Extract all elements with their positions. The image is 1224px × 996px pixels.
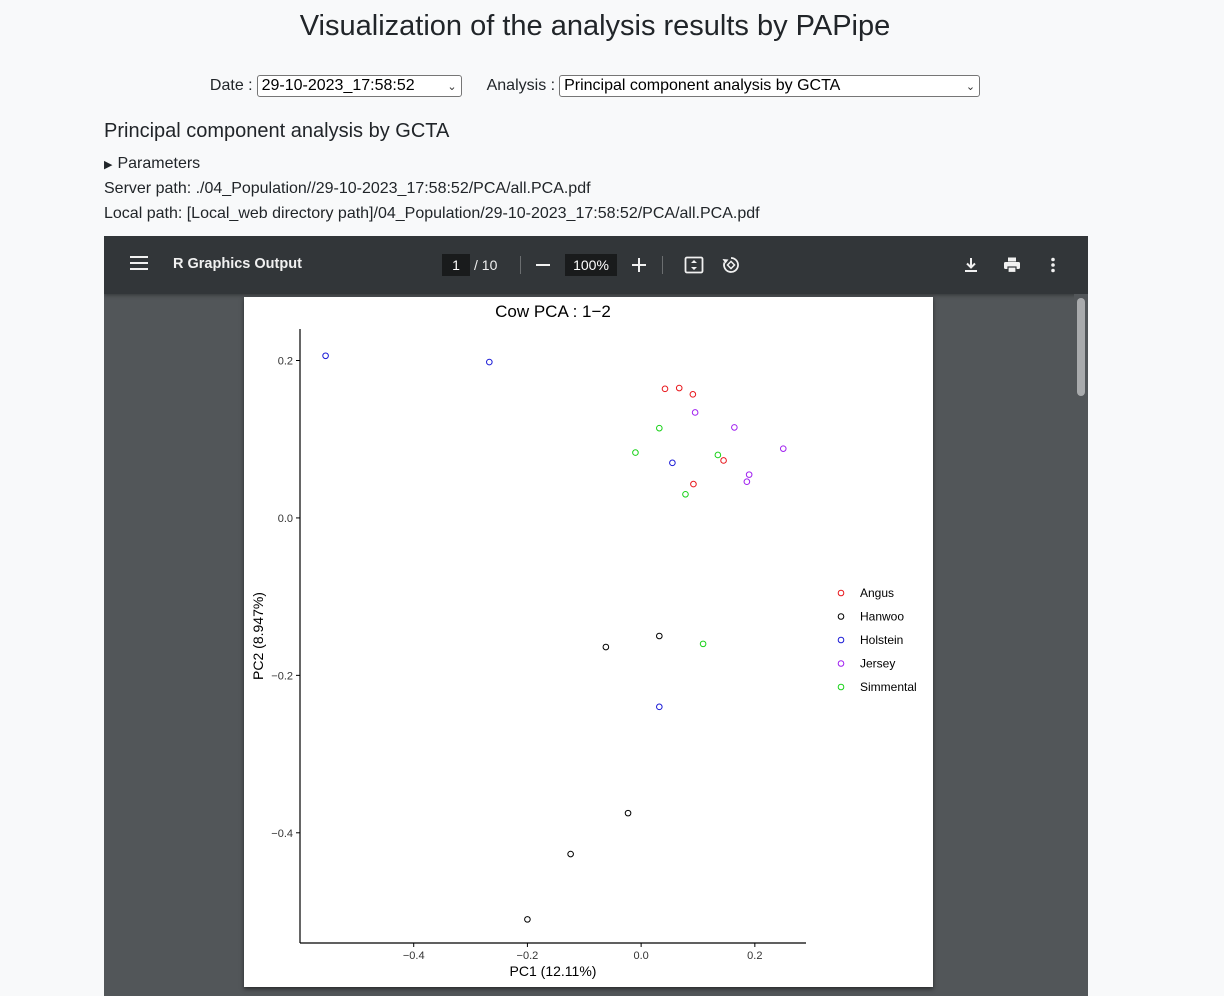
pdf-page: Cow PCA : 1−2 −0.4 −0.2 0.0 0.2 0.2 0.0 −0.2 −0.…: [244, 297, 933, 987]
print-icon[interactable]: [1002, 255, 1022, 275]
legend-label-holstein: Holstein: [860, 633, 903, 647]
data-point-angus: [689, 391, 697, 398]
y-tick-label: 0.2: [278, 355, 293, 367]
legend-marker-hanwoo: [837, 613, 845, 620]
legend-marker-simmental: [837, 683, 845, 691]
server-path: Server path: ./04_Population//29-10-2023…: [104, 180, 591, 197]
local-path: Local path: [Local_web directory path]/0…: [104, 205, 760, 222]
data-point-holstein: [322, 352, 329, 360]
y-axis-label: PC2 (8.947%): [250, 592, 266, 680]
data-point-angus: [661, 385, 669, 393]
pdf-viewer: R Graphics Output 1 / 10 100%: [104, 236, 1088, 996]
y-tick-label: −0.2: [271, 670, 293, 682]
date-label: Date :: [209, 77, 253, 94]
rotate-icon[interactable]: [721, 255, 741, 275]
data-point-simmental: [632, 449, 639, 456]
data-point-holstein: [656, 703, 663, 711]
more-vert-icon[interactable]: [1043, 255, 1063, 275]
pdf-toolbar: R Graphics Output 1 / 10 100%: [104, 236, 1088, 294]
section-title: Principal component analysis by GCTA: [104, 120, 450, 142]
legend-label-jersey: Jersey: [860, 657, 895, 671]
legend-label-hanwoo: Hanwoo: [860, 610, 904, 624]
x-tick-label: 0.0: [633, 950, 648, 962]
chevron-down-icon: ⌄: [965, 80, 976, 93]
data-point-simmental: [699, 640, 707, 648]
analysis-select-value: Principal component analysis by GCTA: [564, 77, 841, 94]
chart-title: Cow PCA : 1−2: [495, 302, 611, 321]
scrollbar-track[interactable]: [1074, 294, 1088, 996]
x-tick-label: 0.2: [747, 950, 762, 962]
pca-scatter-chart: Cow PCA : 1−2 −0.4 −0.2 0.0 0.2 0.2 0.0 −0.2 −0.…: [250, 302, 917, 979]
data-point-hanwoo: [656, 632, 663, 640]
data-point-simmental: [682, 491, 689, 498]
zoom-input[interactable]: 100%: [565, 254, 617, 276]
chevron-down-icon: ⌄: [447, 80, 457, 93]
legend-marker-jersey: [837, 660, 845, 667]
data-point-angus: [690, 480, 697, 488]
triangle-right-icon: ▶: [104, 158, 113, 171]
analysis-label: Analysis :: [486, 77, 556, 94]
x-tick-label: −0.2: [517, 950, 539, 962]
download-icon[interactable]: [961, 255, 981, 275]
legend-label-angus: Angus: [860, 586, 894, 600]
page-title: Visualization of the analysis results by…: [299, 10, 891, 42]
y-tick-label: 0.0: [278, 513, 293, 525]
document-title: R Graphics Output: [173, 256, 302, 272]
legend-label-simmental: Simmental: [860, 680, 917, 694]
data-point-jersey: [743, 478, 751, 486]
data-point-holstein: [486, 358, 493, 366]
data-point-hanwoo: [602, 643, 610, 651]
legend-marker-angus: [837, 589, 845, 597]
x-tick-label: −0.4: [403, 950, 425, 962]
analysis-selector-group: Analysis : Principal component analysis …: [486, 75, 981, 97]
legend-marker-holstein: [837, 636, 845, 644]
page-number-input[interactable]: 1: [442, 254, 470, 276]
scrollbar-thumb[interactable]: [1077, 298, 1085, 396]
fit-page-icon[interactable]: [684, 255, 704, 275]
date-select-value: 29-10-2023_17:58:52: [261, 77, 415, 94]
data-point-jersey: [779, 445, 787, 452]
selector-bar: Date : 29-10-2023_17:58:52 ⌄ Analysis : …: [0, 75, 1190, 97]
toolbar-divider: [662, 256, 663, 274]
zoom-out-icon[interactable]: [536, 264, 550, 266]
toolbar-divider: [520, 256, 521, 274]
analysis-select[interactable]: Principal component analysis by GCTA ⌄: [559, 75, 981, 97]
data-point-hanwoo: [567, 850, 574, 858]
data-point-hanwoo: [524, 916, 531, 923]
data-point-jersey: [731, 424, 738, 431]
page-total: / 10: [474, 257, 498, 273]
data-point-hanwoo: [624, 809, 632, 817]
x-axis-label: PC1 (12.11%): [510, 963, 597, 979]
zoom-in-icon[interactable]: [632, 258, 646, 272]
date-selector-group: Date : 29-10-2023_17:58:52 ⌄: [210, 75, 462, 97]
data-point-holstein: [669, 459, 676, 467]
menu-icon[interactable]: [130, 256, 148, 270]
date-select[interactable]: 29-10-2023_17:58:52 ⌄: [256, 75, 462, 97]
data-point-simmental: [656, 424, 663, 432]
data-point-jersey: [745, 471, 753, 478]
data-point-jersey: [691, 409, 699, 416]
parameters-label: Parameters: [117, 155, 201, 172]
parameters-toggle[interactable]: ▶ Parameters: [104, 155, 200, 173]
data-point-simmental: [714, 451, 722, 459]
data-point-angus: [720, 457, 727, 464]
y-tick-label: −0.4: [271, 828, 293, 840]
data-point-angus: [675, 384, 683, 392]
